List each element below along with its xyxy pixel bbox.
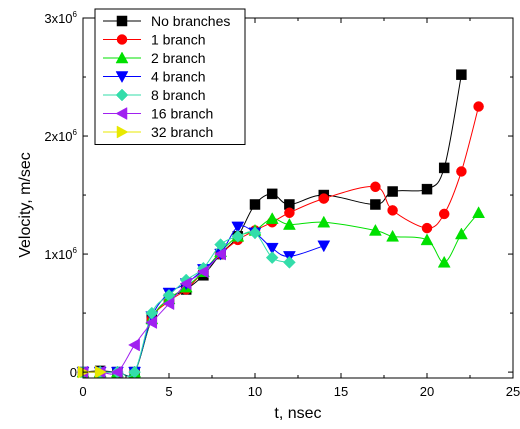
data-point	[94, 365, 107, 379]
data-point	[438, 208, 450, 220]
legend-marker	[115, 107, 128, 120]
series-line	[82, 225, 324, 377]
series-2	[76, 206, 486, 378]
data-point	[438, 162, 450, 174]
legend-marker	[115, 88, 129, 102]
data-point	[472, 206, 486, 219]
series-3	[76, 221, 331, 379]
legend-label: 8 branch	[151, 87, 205, 103]
data-point	[145, 316, 158, 329]
legend-label: 32 branch	[151, 124, 213, 140]
legend-label: 16 branch	[151, 106, 213, 122]
data-point	[456, 166, 467, 177]
data-point	[284, 207, 295, 219]
data-point	[368, 223, 382, 236]
legend-item: 4 branch	[103, 69, 205, 85]
legend-marker	[115, 71, 129, 84]
data-point	[179, 277, 192, 290]
legend-item: 32 branch	[103, 124, 213, 140]
y-axis-title: Velocity, m/sec	[17, 152, 34, 258]
legend-item: No branches	[103, 13, 230, 29]
data-point	[317, 215, 331, 228]
data-point	[196, 265, 209, 279]
data-point	[265, 242, 279, 255]
data-point	[421, 183, 433, 195]
y-tick-label: 3x106	[44, 10, 77, 26]
x-tick-label: 25	[506, 384, 520, 399]
data-point	[265, 212, 279, 224]
data-point	[266, 188, 278, 200]
data-point	[128, 338, 140, 352]
legend-marker	[116, 15, 128, 27]
legend-item: 8 branch	[103, 87, 205, 103]
legend-label: 2 branch	[151, 50, 205, 66]
series-line	[82, 212, 479, 377]
data-point	[265, 251, 279, 264]
x-tick-label: 0	[79, 384, 86, 399]
data-point	[370, 181, 381, 193]
series-4	[76, 226, 296, 379]
legend-marker	[115, 51, 129, 64]
data-point	[370, 199, 381, 210]
legend-marker	[116, 125, 129, 139]
data-point	[110, 365, 123, 379]
x-tick-label: 20	[420, 384, 434, 399]
legend-item: 16 branch	[103, 106, 213, 122]
data-point	[283, 255, 296, 269]
legend-item: 2 branch	[103, 50, 205, 66]
legend-label: No branches	[151, 13, 230, 29]
data-point	[317, 240, 331, 253]
data-point	[231, 230, 245, 243]
data-point	[214, 247, 226, 261]
series-line	[82, 106, 480, 377]
x-tick-label: 5	[165, 384, 172, 399]
y-tick-label: 1x106	[44, 246, 77, 262]
data-point	[162, 297, 175, 311]
data-point	[454, 227, 468, 240]
y-tick-label: 2x106	[44, 128, 77, 144]
data-point	[421, 222, 433, 234]
legend: No branches 1 branch 2 branch 4 branch 8 bra…	[94, 8, 246, 145]
legend-item: 1 branch	[103, 32, 205, 48]
legend-marker	[116, 34, 128, 45]
data-point	[386, 229, 400, 242]
x-axis-title: t, nsec	[274, 405, 321, 422]
x-tick-label: 15	[334, 384, 348, 399]
data-point	[387, 205, 398, 216]
data-point	[387, 186, 398, 197]
data-point	[318, 193, 330, 204]
data-point	[249, 199, 261, 210]
legend-label: 4 branch	[151, 69, 205, 85]
legend-label: 1 branch	[151, 32, 205, 48]
data-point	[473, 101, 484, 112]
series-line	[82, 231, 290, 377]
data-point	[231, 221, 245, 234]
series-5	[76, 247, 226, 379]
y-tick-label: 0	[70, 365, 77, 380]
data-point	[248, 226, 262, 240]
data-point	[456, 69, 467, 80]
data-point	[420, 233, 434, 246]
plot-area	[76, 69, 486, 379]
data-point	[282, 218, 296, 230]
x-tick-label: 10	[248, 384, 262, 399]
axes: 0 5 10 15 20 25 0 1x106 2x106 3x106	[44, 10, 520, 399]
data-point	[437, 255, 451, 268]
